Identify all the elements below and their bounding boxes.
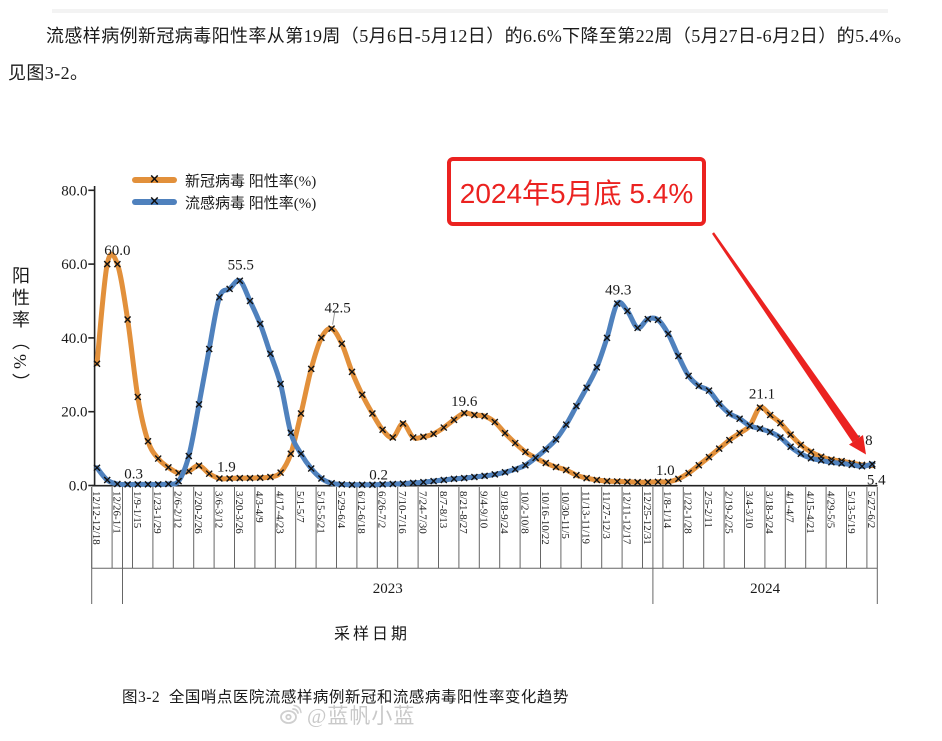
y-tick-label: 60.0 [61,257,87,273]
x-tick-label: 6/26-7/2 [376,491,388,528]
y-tick-label: 80.0 [61,183,87,199]
x-tick-label: 1/23-1/29 [151,491,163,534]
x-tick-label: 5/13-5/19 [845,491,857,534]
legend-label-covid: 新冠病毒 阳性率(%) [185,173,317,190]
data-label: 0.3 [124,466,143,482]
x-tick-label: 10/2-10/8 [518,491,530,534]
x-tick-label: 3/6-3/12 [212,491,224,528]
x-axis-title: 采样日期 [334,626,411,643]
x-tick-label: 12/25-12/31 [641,491,653,545]
x-tick-label: 1/9-1/15 [131,491,143,529]
annotation-box: 2024年5月底 5.4% [447,157,706,226]
year-label: 2023 [373,581,403,597]
x-tick-label: 4/17-4/23 [274,491,286,534]
series-line-covid [94,251,875,485]
data-label: 49.3 [605,283,631,299]
y-tick-label: 20.0 [61,405,87,421]
legend-swatch-covid: × [132,173,177,186]
x-tick-label: 3/4-3/10 [743,491,755,529]
x-tick-label: 5/29-6/4 [335,491,347,529]
x-tick-label: 4/15-4/21 [804,491,816,534]
x-axis-label-grid [91,487,878,604]
x-marker-icon: × [149,193,160,209]
x-marker-icon: × [149,171,160,187]
x-axis-labels: 12/12-12/18 12/26-1/1 1/9-1/15 1/23-1/29 2/6… [90,491,877,545]
watermark-text: @蓝帆小蓝 [307,704,416,728]
year-labels: 2023 2024 [373,581,781,597]
legend-swatch-flu: × [132,195,177,208]
x-tick-label: 12/26-1/1 [110,491,122,534]
x-tick-label: 1/22-1/28 [682,491,694,534]
data-label: 55.5 [228,258,254,274]
legend-entry-covid: × 新冠病毒 阳性率(%) [132,169,316,191]
data-label: 60.0 [104,243,130,259]
scan-artifact [52,9,888,13]
x-tick-label: 2/5-2/11 [702,491,714,528]
y-axis-title: 阳性率（%） [10,266,30,395]
x-tick-label: 11/13-11/19 [580,491,592,544]
x-tick-label: 3/18-3/24 [763,491,775,534]
x-tick-label: 12/12-12/18 [90,491,102,545]
x-tick-label: 7/10-7/16 [396,491,408,534]
x-tick-label: 2/20-2/26 [192,491,204,534]
x-tick-label: 5/15-5/21 [314,491,326,534]
x-tick-label: 5/1-5/7 [294,491,306,523]
x-tick-label: 5/27-6/2 [865,491,877,528]
series-line-flu [94,277,875,488]
figure-caption: 图3-2 全国哨点医院流感样病例新冠和流感病毒阳性率变化趋势 [122,689,569,706]
axes [88,186,878,487]
data-label: 19.6 [451,394,478,410]
x-tick-label: 4/1-4/7 [784,491,796,523]
x-tick-label: 10/16-10/22 [539,491,551,545]
paragraph: 流感样病例新冠病毒阳性率从第19周（5月6日-5月12日）的6.6%下降至第22… [8,26,913,83]
data-label: 42.5 [324,301,350,317]
x-tick-label: 12/11-12/17 [620,491,632,545]
x-tick-label: 11/27-12/3 [600,491,612,539]
data-label: 1.9 [217,459,236,475]
x-tick-label: 10/30-11/5 [559,491,571,539]
annotation-arrow [712,232,866,455]
weibo-icon [280,704,302,724]
data-label: 0.2 [369,467,388,483]
x-tick-label: 3/20-3/26 [233,491,245,534]
data-label: 21.1 [749,387,775,403]
x-tick-label: 9/18-9/24 [498,491,510,534]
x-tick-label: 8/7-8/13 [437,491,449,529]
x-tick-label: 7/24-7/30 [416,491,428,534]
y-tick-label: 0.0 [69,479,88,495]
x-tick-label: 4/29-5/5 [824,491,836,529]
y-axis-labels: 0.0 20.0 40.0 60.0 80.0 [61,183,87,494]
y-tick-label: 40.0 [61,331,87,347]
series-markers-flu [93,277,876,489]
data-label: 5.4 [867,473,886,489]
x-tick-label: 2/19-2/25 [722,491,734,534]
watermark: @蓝帆小蓝 [278,700,415,730]
legend-entry-flu: × 流感病毒 阳性率(%) [132,191,316,213]
x-tick-label: 9/4-9/10 [478,491,490,529]
year-label: 2024 [750,581,781,597]
annotation-text: 2024年5月底 5.4% [459,177,694,209]
x-tick-label: 4/3-4/9 [253,491,265,523]
legend-label-flu: 流感病毒 阳性率(%) [185,195,317,212]
chart-legend: × 新冠病毒 阳性率(%) × 流感病毒 阳性率(%) [132,169,316,213]
x-tick-label: 6/12-6/18 [355,491,367,534]
x-tick-label: 8/21-8/27 [457,491,469,534]
point-labels: 60.00.355.51.942.50.219.649.31.021.15.85… [104,243,886,488]
data-label: 1.0 [656,463,675,479]
x-tick-label: 2/6-2/12 [172,491,184,528]
x-tick-label: 1/8-1/14 [661,491,673,529]
